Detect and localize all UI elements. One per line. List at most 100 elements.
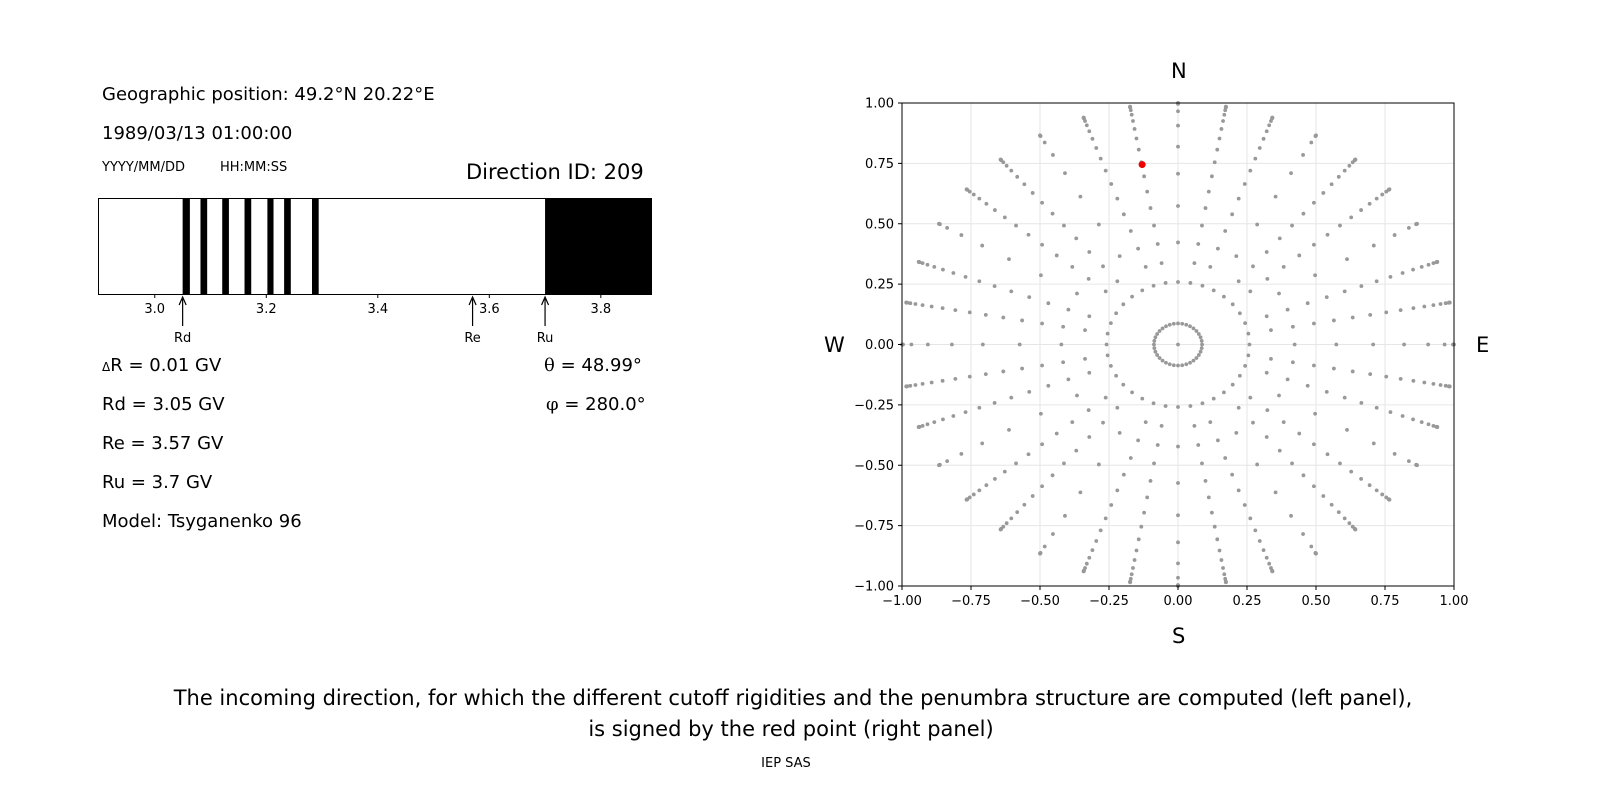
x-tick-label: −0.75: [951, 594, 991, 609]
direction-point: [1040, 200, 1044, 205]
direction-point: [1090, 136, 1095, 141]
direction-point: [1105, 353, 1110, 358]
direction-point: [1176, 321, 1180, 326]
direction-point: [1078, 194, 1083, 199]
direction-point: [1051, 153, 1055, 157]
direction-point: [1196, 242, 1201, 246]
direction-point: [1253, 528, 1258, 533]
direction-point: [1342, 168, 1347, 173]
direction-point: [1134, 136, 1139, 141]
direction-point: [1176, 513, 1180, 518]
y-tick-label: −0.50: [854, 459, 894, 474]
direction-point: [1094, 539, 1099, 543]
direction-point: [1194, 329, 1199, 333]
direction-point: [1176, 144, 1180, 149]
direction-point: [904, 300, 909, 305]
direction-point: [1400, 414, 1405, 418]
direction-point: [967, 310, 972, 315]
forbidden-band: [311, 199, 319, 294]
direction-point: [920, 303, 925, 307]
x-tick-label: 3.6: [479, 302, 500, 317]
date-format-label: YYYY/MM/DD: [102, 160, 185, 175]
direction-point: [1371, 243, 1376, 248]
direction-point: [1248, 168, 1253, 173]
datetime: 1989/03/13 01:00:00: [102, 123, 293, 144]
direction-point: [1325, 452, 1330, 457]
direction-point: [1009, 168, 1014, 173]
direction-point: [1030, 494, 1035, 498]
direction-point: [1001, 369, 1006, 374]
direction-point: [913, 383, 918, 387]
direction-point: [1198, 349, 1203, 354]
direction-point: [1336, 510, 1341, 515]
direction-point: [1130, 390, 1134, 395]
direction-point: [1368, 372, 1373, 377]
direction-point: [1164, 360, 1168, 365]
direction-point: [1040, 442, 1044, 447]
direction-point: [1022, 182, 1027, 187]
direction-point: [908, 383, 913, 388]
direction-point: [1261, 548, 1266, 553]
direction-point: [1136, 438, 1141, 443]
direction-point: [1435, 425, 1440, 429]
direction-point: [1336, 174, 1341, 179]
direction-point: [1176, 204, 1180, 208]
direction-point: [909, 342, 914, 347]
direction-point: [1334, 342, 1339, 347]
direction-point: [1039, 273, 1043, 278]
direction-point: [1248, 516, 1253, 521]
direction-point: [1203, 479, 1208, 483]
direction-point: [1136, 246, 1141, 251]
direction-point: [1277, 291, 1281, 296]
direction-point: [1157, 329, 1162, 333]
direction-point: [998, 157, 1003, 162]
direction-point: [1230, 302, 1235, 307]
direction-point: [1074, 448, 1079, 453]
direction-point: [1349, 215, 1354, 220]
direction-point: [1050, 211, 1055, 216]
direction-point: [1103, 289, 1108, 294]
direction-point: [1285, 307, 1290, 312]
direction-point: [1345, 257, 1349, 262]
phi-symbol: φ: [546, 394, 559, 415]
direction-point: [1040, 321, 1044, 326]
direction-point: [1002, 215, 1007, 220]
direction-point: [1004, 521, 1009, 526]
direction-point: [1132, 558, 1137, 562]
direction-point: [1160, 326, 1165, 331]
direction-point: [1208, 420, 1213, 425]
direction-point: [1015, 174, 1020, 179]
direction-point: [1087, 370, 1092, 375]
direction-point: [1398, 308, 1403, 313]
direction-point: [1265, 408, 1270, 413]
forbidden-band: [545, 199, 651, 294]
direction-point: [1164, 324, 1168, 329]
direction-point: [1200, 342, 1204, 347]
direction-point: [1312, 363, 1316, 368]
direction-point: [1042, 544, 1047, 549]
direction-point: [1160, 358, 1165, 363]
direction-point: [1438, 383, 1443, 387]
direction-point: [1152, 338, 1157, 343]
direction-point: [1350, 369, 1355, 374]
direction-point: [1152, 342, 1156, 347]
direction-point: [1211, 288, 1216, 293]
direction-point: [1139, 524, 1144, 529]
direction-point: [1129, 572, 1134, 577]
direction-point: [1392, 233, 1397, 237]
direction-point: [1380, 192, 1385, 197]
compass-west: W: [824, 333, 845, 357]
x-tick-label: 3.8: [590, 302, 611, 317]
forbidden-band: [182, 199, 190, 294]
direction-point: [1196, 353, 1201, 357]
direction-point: [1270, 115, 1275, 120]
direction-point: [1219, 127, 1224, 131]
direction-point: [1148, 479, 1153, 483]
direction-point: [1027, 295, 1032, 300]
selected-direction-point: [1138, 161, 1146, 169]
direction-point: [1171, 363, 1176, 368]
direction-point: [1145, 495, 1150, 500]
direction-point: [964, 187, 969, 192]
direction-point: [1332, 366, 1336, 371]
